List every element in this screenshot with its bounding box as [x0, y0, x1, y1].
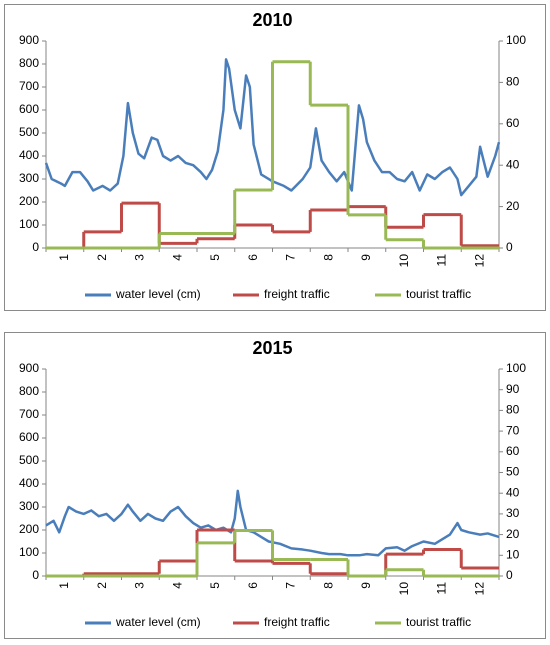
line [45, 489, 500, 557]
y-tick-label: 0 [32, 240, 39, 254]
x-tick-label: 10 [397, 254, 411, 268]
y2-tick-label: 0 [506, 568, 513, 582]
y-tick-label: 500 [19, 453, 39, 467]
x-tick-label: 1 [57, 582, 71, 589]
legend-label: tourist traffic [406, 615, 471, 629]
y-tick-label: 800 [19, 384, 39, 398]
y2-tick-label: 100 [506, 361, 526, 375]
x-tick-label: 12 [472, 254, 486, 268]
x-tick-label: 11 [435, 582, 449, 595]
x-tick-label: 1 [57, 254, 71, 261]
y2-tick-label: 70 [506, 423, 520, 437]
y2-tick-label: 60 [506, 116, 520, 130]
x-tick-label: 3 [133, 254, 147, 261]
y-tick-label: 200 [19, 194, 39, 208]
y-tick-label: 300 [19, 499, 39, 513]
y-tick-label: 900 [19, 33, 39, 47]
y2-tick-label: 50 [506, 465, 520, 479]
x-tick-label: 2 [95, 254, 109, 261]
legend-label: water level (cm) [115, 287, 201, 301]
x-tick-label: 9 [359, 254, 373, 261]
y2-tick-label: 0 [506, 240, 513, 254]
x-tick-label: 7 [284, 582, 298, 589]
y2-tick-label: 60 [506, 444, 520, 458]
x-tick-label: 9 [359, 582, 373, 589]
legend-label: tourist traffic [406, 287, 471, 301]
y2-tick-label: 10 [506, 547, 520, 561]
x-tick-label: 4 [170, 582, 184, 589]
y2-tick-label: 40 [506, 157, 520, 171]
x-tick-label: 4 [170, 254, 184, 261]
y-tick-label: 300 [19, 171, 39, 185]
y-tick-label: 600 [19, 102, 39, 116]
x-tick-label: 2 [95, 582, 109, 589]
y-tick-label: 200 [19, 522, 39, 536]
y2-tick-label: 40 [506, 485, 520, 499]
y-tick-label: 700 [19, 407, 39, 421]
y2-tick-label: 100 [506, 33, 526, 47]
y-tick-label: 100 [19, 217, 39, 231]
x-tick-label: 5 [208, 254, 222, 261]
x-tick-label: 6 [246, 254, 260, 261]
x-tick-label: 8 [321, 582, 335, 589]
y-tick-label: 400 [19, 148, 39, 162]
y2-tick-label: 20 [506, 527, 520, 541]
x-tick-label: 11 [435, 254, 449, 267]
y-tick-label: 600 [19, 430, 39, 444]
y-tick-label: 800 [19, 56, 39, 70]
y-tick-label: 700 [19, 79, 39, 93]
y-tick-label: 100 [19, 545, 39, 559]
y2-tick-label: 20 [506, 199, 520, 213]
x-tick-label: 10 [397, 582, 411, 596]
x-tick-label: 6 [246, 582, 260, 589]
y2-tick-label: 90 [506, 382, 520, 396]
x-tick-label: 3 [133, 582, 147, 589]
legend-label: freight traffic [264, 287, 330, 301]
y-tick-label: 500 [19, 125, 39, 139]
chart-title: 2010 [252, 10, 292, 30]
x-tick-label: 7 [284, 254, 298, 261]
y2-tick-label: 80 [506, 403, 520, 417]
chart-title: 2015 [252, 338, 292, 358]
line [44, 58, 501, 197]
chart: 2015010020030040050060070080090001020304… [19, 338, 526, 629]
x-tick-label: 8 [321, 254, 335, 261]
legend-label: water level (cm) [115, 615, 201, 629]
y2-tick-label: 30 [506, 506, 520, 520]
y-tick-label: 400 [19, 476, 39, 490]
chart-panel: 2010 0 100 200 300 400 500 600 700 800 900 0 20 40 60 8… [4, 4, 546, 311]
legend-label: freight traffic [264, 615, 330, 629]
chart-panel: 2015 0 100 200 300 400 500 600 700 800 900 0 10 20 30 4… [4, 332, 546, 639]
y-tick-label: 0 [32, 568, 39, 582]
chart: 2010010020030040050060070080090002040608… [19, 10, 526, 301]
x-tick-label: 12 [472, 582, 486, 596]
y-tick-label: 900 [19, 361, 39, 375]
x-tick-label: 5 [208, 582, 222, 589]
y2-tick-label: 80 [506, 75, 520, 89]
